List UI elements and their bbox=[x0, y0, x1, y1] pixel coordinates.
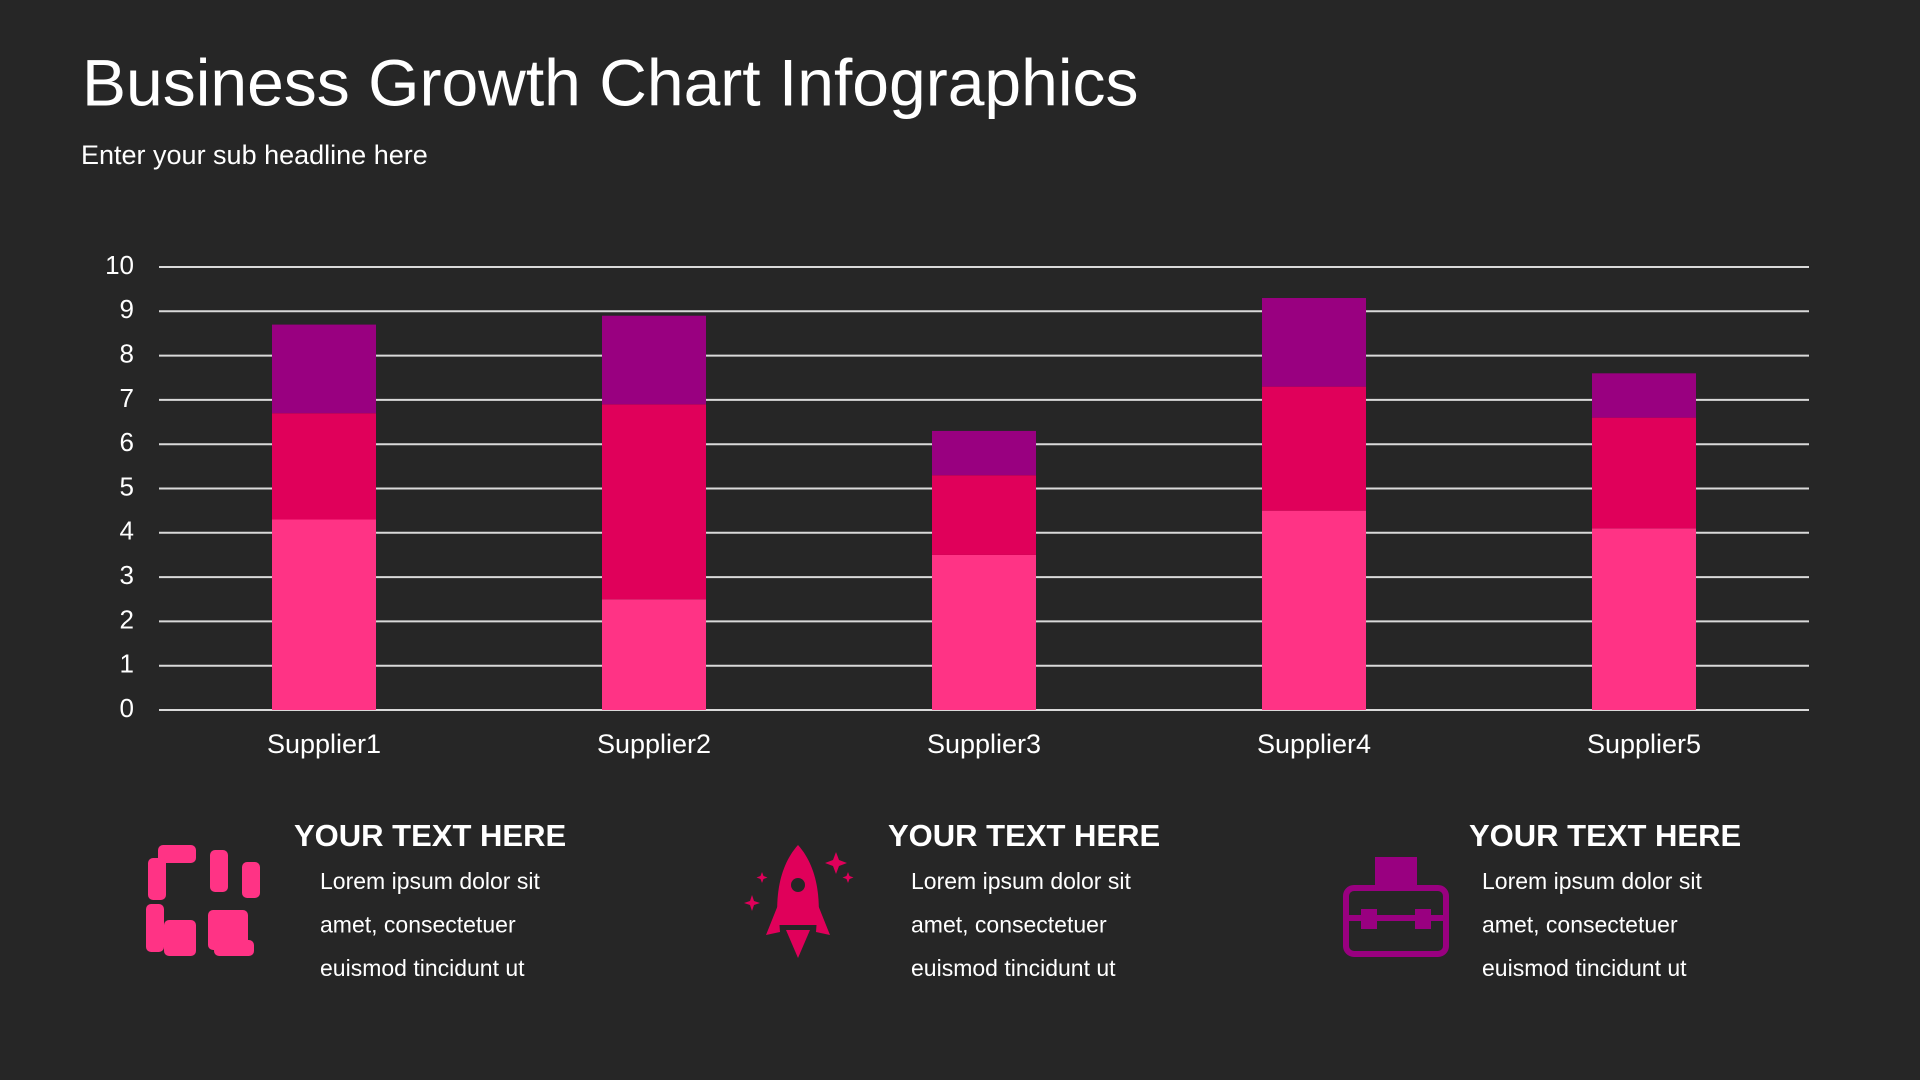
section-text: Lorem ipsum dolor sit bbox=[320, 868, 540, 894]
bar-segment bbox=[1262, 386, 1366, 511]
bar-segment bbox=[932, 554, 1036, 710]
bar-segment bbox=[932, 475, 1036, 555]
chart-subtitle: Enter your sub headline here bbox=[81, 140, 428, 170]
bar-segment bbox=[1262, 298, 1366, 387]
bar-segment bbox=[1592, 373, 1696, 418]
chart-title: Business Growth Chart Infographics bbox=[82, 45, 1138, 119]
section-text: Lorem ipsum dolor sit bbox=[1482, 868, 1702, 894]
bar-segment bbox=[602, 599, 706, 710]
bar-segment bbox=[1592, 417, 1696, 529]
bar-segment bbox=[602, 404, 706, 600]
y-tick-label: 1 bbox=[120, 649, 134, 679]
bar-segment bbox=[272, 324, 376, 414]
x-tick-label: Supplier2 bbox=[597, 729, 711, 759]
bar-segment bbox=[602, 315, 706, 405]
y-tick-label: 4 bbox=[120, 516, 134, 546]
briefcase-icon bbox=[1343, 857, 1449, 957]
section-heading: YOUR TEXT HERE bbox=[888, 818, 1160, 853]
x-tick-label: Supplier1 bbox=[267, 729, 381, 759]
bar-segment bbox=[1592, 528, 1696, 710]
section-text: euismod tincidunt ut bbox=[320, 955, 525, 981]
section-text: Lorem ipsum dolor sit bbox=[911, 868, 1131, 894]
section-text: amet, consectetuer bbox=[911, 912, 1107, 938]
y-tick-label: 0 bbox=[120, 693, 134, 723]
bar-segment bbox=[272, 413, 376, 520]
section-heading: YOUR TEXT HERE bbox=[1469, 818, 1741, 853]
y-tick-label: 3 bbox=[120, 560, 134, 590]
x-tick-label: Supplier3 bbox=[927, 729, 1041, 759]
x-tick-label: Supplier4 bbox=[1257, 729, 1371, 759]
y-tick-label: 5 bbox=[120, 471, 134, 501]
section-text: euismod tincidunt ut bbox=[911, 955, 1116, 981]
y-tick-label: 8 bbox=[120, 338, 134, 368]
rocket-icon bbox=[744, 845, 854, 958]
y-tick-label: 9 bbox=[120, 294, 134, 324]
section-heading: YOUR TEXT HERE bbox=[294, 818, 566, 853]
y-tick-label: 10 bbox=[105, 250, 134, 280]
section-text: amet, consectetuer bbox=[320, 912, 516, 938]
y-tick-label: 2 bbox=[120, 604, 134, 634]
y-tick-label: 6 bbox=[120, 427, 134, 457]
section-text: amet, consectetuer bbox=[1482, 912, 1678, 938]
bar-segment bbox=[1262, 510, 1366, 710]
bar-segment bbox=[272, 519, 376, 710]
section-text: euismod tincidunt ut bbox=[1482, 955, 1687, 981]
bar-segment bbox=[932, 430, 1036, 476]
y-tick-label: 7 bbox=[120, 383, 134, 413]
x-tick-label: Supplier5 bbox=[1587, 729, 1701, 759]
hands-icon bbox=[146, 845, 260, 956]
